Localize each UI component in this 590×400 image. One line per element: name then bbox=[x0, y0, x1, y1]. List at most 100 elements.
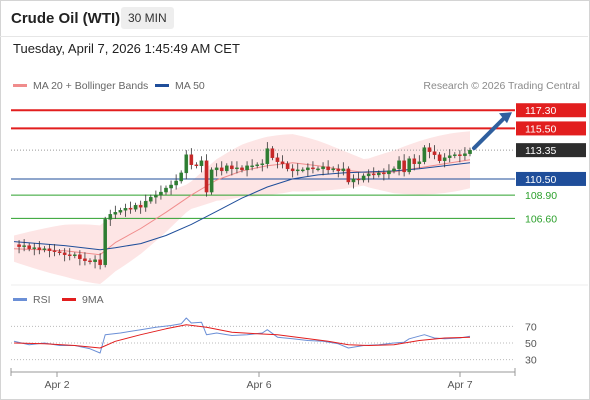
price-label-113-35: 113.35 bbox=[525, 145, 556, 157]
candle-body bbox=[240, 167, 244, 171]
candle-body bbox=[306, 167, 310, 171]
candle-body bbox=[78, 254, 82, 259]
price-label-110-50: 110.50 bbox=[525, 174, 556, 186]
candle-body bbox=[351, 178, 356, 183]
candle-body bbox=[184, 154, 189, 174]
candle-body bbox=[417, 161, 422, 164]
candle-body bbox=[371, 173, 376, 176]
candle-body bbox=[331, 168, 336, 171]
price-label-bg-110-50 bbox=[516, 171, 586, 186]
ma50-line bbox=[13, 162, 471, 251]
legend-swatch-ma20 bbox=[13, 83, 27, 87]
bollinger-band bbox=[14, 131, 470, 285]
candle-body bbox=[255, 164, 260, 167]
candle-body bbox=[316, 168, 320, 171]
candle-body bbox=[88, 260, 92, 263]
candle-body bbox=[366, 173, 371, 177]
candle-body bbox=[83, 258, 87, 262]
candle-body bbox=[387, 170, 391, 175]
price-label-106-60: 106.60 bbox=[525, 213, 557, 225]
candle-body bbox=[52, 250, 57, 252]
candle-body bbox=[72, 254, 77, 256]
rsi-tick-50: 50 bbox=[525, 338, 537, 350]
rsi-tick-70: 70 bbox=[525, 321, 537, 333]
candle-body bbox=[42, 248, 47, 250]
candle-body bbox=[321, 166, 325, 170]
candle-body bbox=[275, 157, 280, 162]
candle-body bbox=[311, 167, 315, 170]
candle-body bbox=[159, 191, 163, 196]
timeframe-button[interactable]: 30 MIN bbox=[121, 7, 174, 29]
candle-body bbox=[326, 166, 330, 171]
legend-item-9ma: 9MA bbox=[62, 294, 104, 306]
candle-body bbox=[47, 248, 52, 251]
candle-body bbox=[260, 163, 265, 166]
candle-body bbox=[447, 155, 452, 158]
rsi-tick-30: 30 bbox=[525, 355, 537, 367]
candle-body bbox=[392, 168, 396, 172]
legend-swatch-rsi bbox=[13, 297, 27, 301]
candle-body bbox=[219, 167, 224, 172]
x-tick-label: Apr 2 bbox=[44, 379, 69, 391]
x-tick-label: Apr 6 bbox=[246, 379, 271, 391]
candle-body bbox=[209, 169, 214, 193]
candle-body bbox=[123, 208, 128, 211]
candle-body bbox=[194, 164, 199, 167]
legend-swatch-ma50 bbox=[155, 83, 169, 87]
candle-body bbox=[458, 154, 462, 156]
candle-body bbox=[407, 158, 412, 173]
price-label-bg-115-50 bbox=[516, 121, 586, 136]
candle-body bbox=[133, 205, 138, 210]
candle-body bbox=[427, 147, 432, 152]
candle-body bbox=[98, 259, 102, 266]
candle-body bbox=[341, 168, 346, 172]
candle-body bbox=[62, 252, 67, 255]
candle-body bbox=[57, 251, 62, 253]
price-label-bg-113-35 bbox=[516, 143, 586, 158]
legend-label-ma50: MA 50 bbox=[175, 80, 205, 92]
x-tick-label: Apr 7 bbox=[447, 379, 472, 391]
candle-body bbox=[224, 165, 229, 172]
candle-body bbox=[301, 169, 305, 172]
candle-body bbox=[169, 184, 173, 189]
legend-label-9ma: 9MA bbox=[82, 294, 104, 306]
candle-body bbox=[402, 160, 406, 173]
research-credit: Research © 2026 Trading Central bbox=[423, 80, 580, 92]
legend-item-ma20-bollinger: MA 20 + Bollinger Bands bbox=[13, 80, 148, 92]
candle-body bbox=[189, 154, 194, 165]
candle-body bbox=[199, 160, 204, 167]
candle-body bbox=[442, 157, 447, 161]
candle-body bbox=[412, 158, 417, 164]
candle-body bbox=[382, 172, 386, 175]
candle-body bbox=[93, 259, 97, 263]
candle-body bbox=[280, 161, 285, 164]
candle-body bbox=[22, 245, 26, 247]
candle-body bbox=[37, 247, 42, 250]
candle-body bbox=[17, 244, 21, 247]
candle-body bbox=[290, 168, 295, 172]
candle-body bbox=[346, 168, 351, 183]
rsi-line bbox=[13, 317, 471, 354]
price-label-115-50: 115.50 bbox=[525, 123, 556, 135]
candle-body bbox=[336, 168, 341, 172]
timestamp: Tuesday, April 7, 2026 1:45:49 AM CET bbox=[13, 41, 240, 56]
legend-label-ma20: MA 20 + Bollinger Bands bbox=[33, 80, 149, 92]
price-label-108-90: 108.90 bbox=[525, 190, 557, 202]
ma20-line bbox=[13, 159, 471, 256]
candle-body bbox=[250, 165, 254, 168]
candle-body bbox=[113, 212, 118, 215]
candle-body bbox=[164, 187, 168, 193]
candle-body bbox=[32, 247, 37, 249]
legend-label-rsi: RSI bbox=[33, 294, 51, 306]
candle-body bbox=[265, 148, 270, 164]
legend-item-ma50: MA 50 bbox=[155, 80, 205, 92]
candle-body bbox=[245, 165, 249, 171]
candle-body bbox=[422, 147, 427, 162]
candle-body bbox=[174, 180, 178, 186]
candle-body bbox=[67, 254, 72, 256]
candle-body bbox=[214, 167, 219, 171]
target-arrow-head bbox=[499, 112, 512, 124]
candle-body bbox=[108, 214, 113, 220]
candle-body bbox=[143, 200, 148, 208]
